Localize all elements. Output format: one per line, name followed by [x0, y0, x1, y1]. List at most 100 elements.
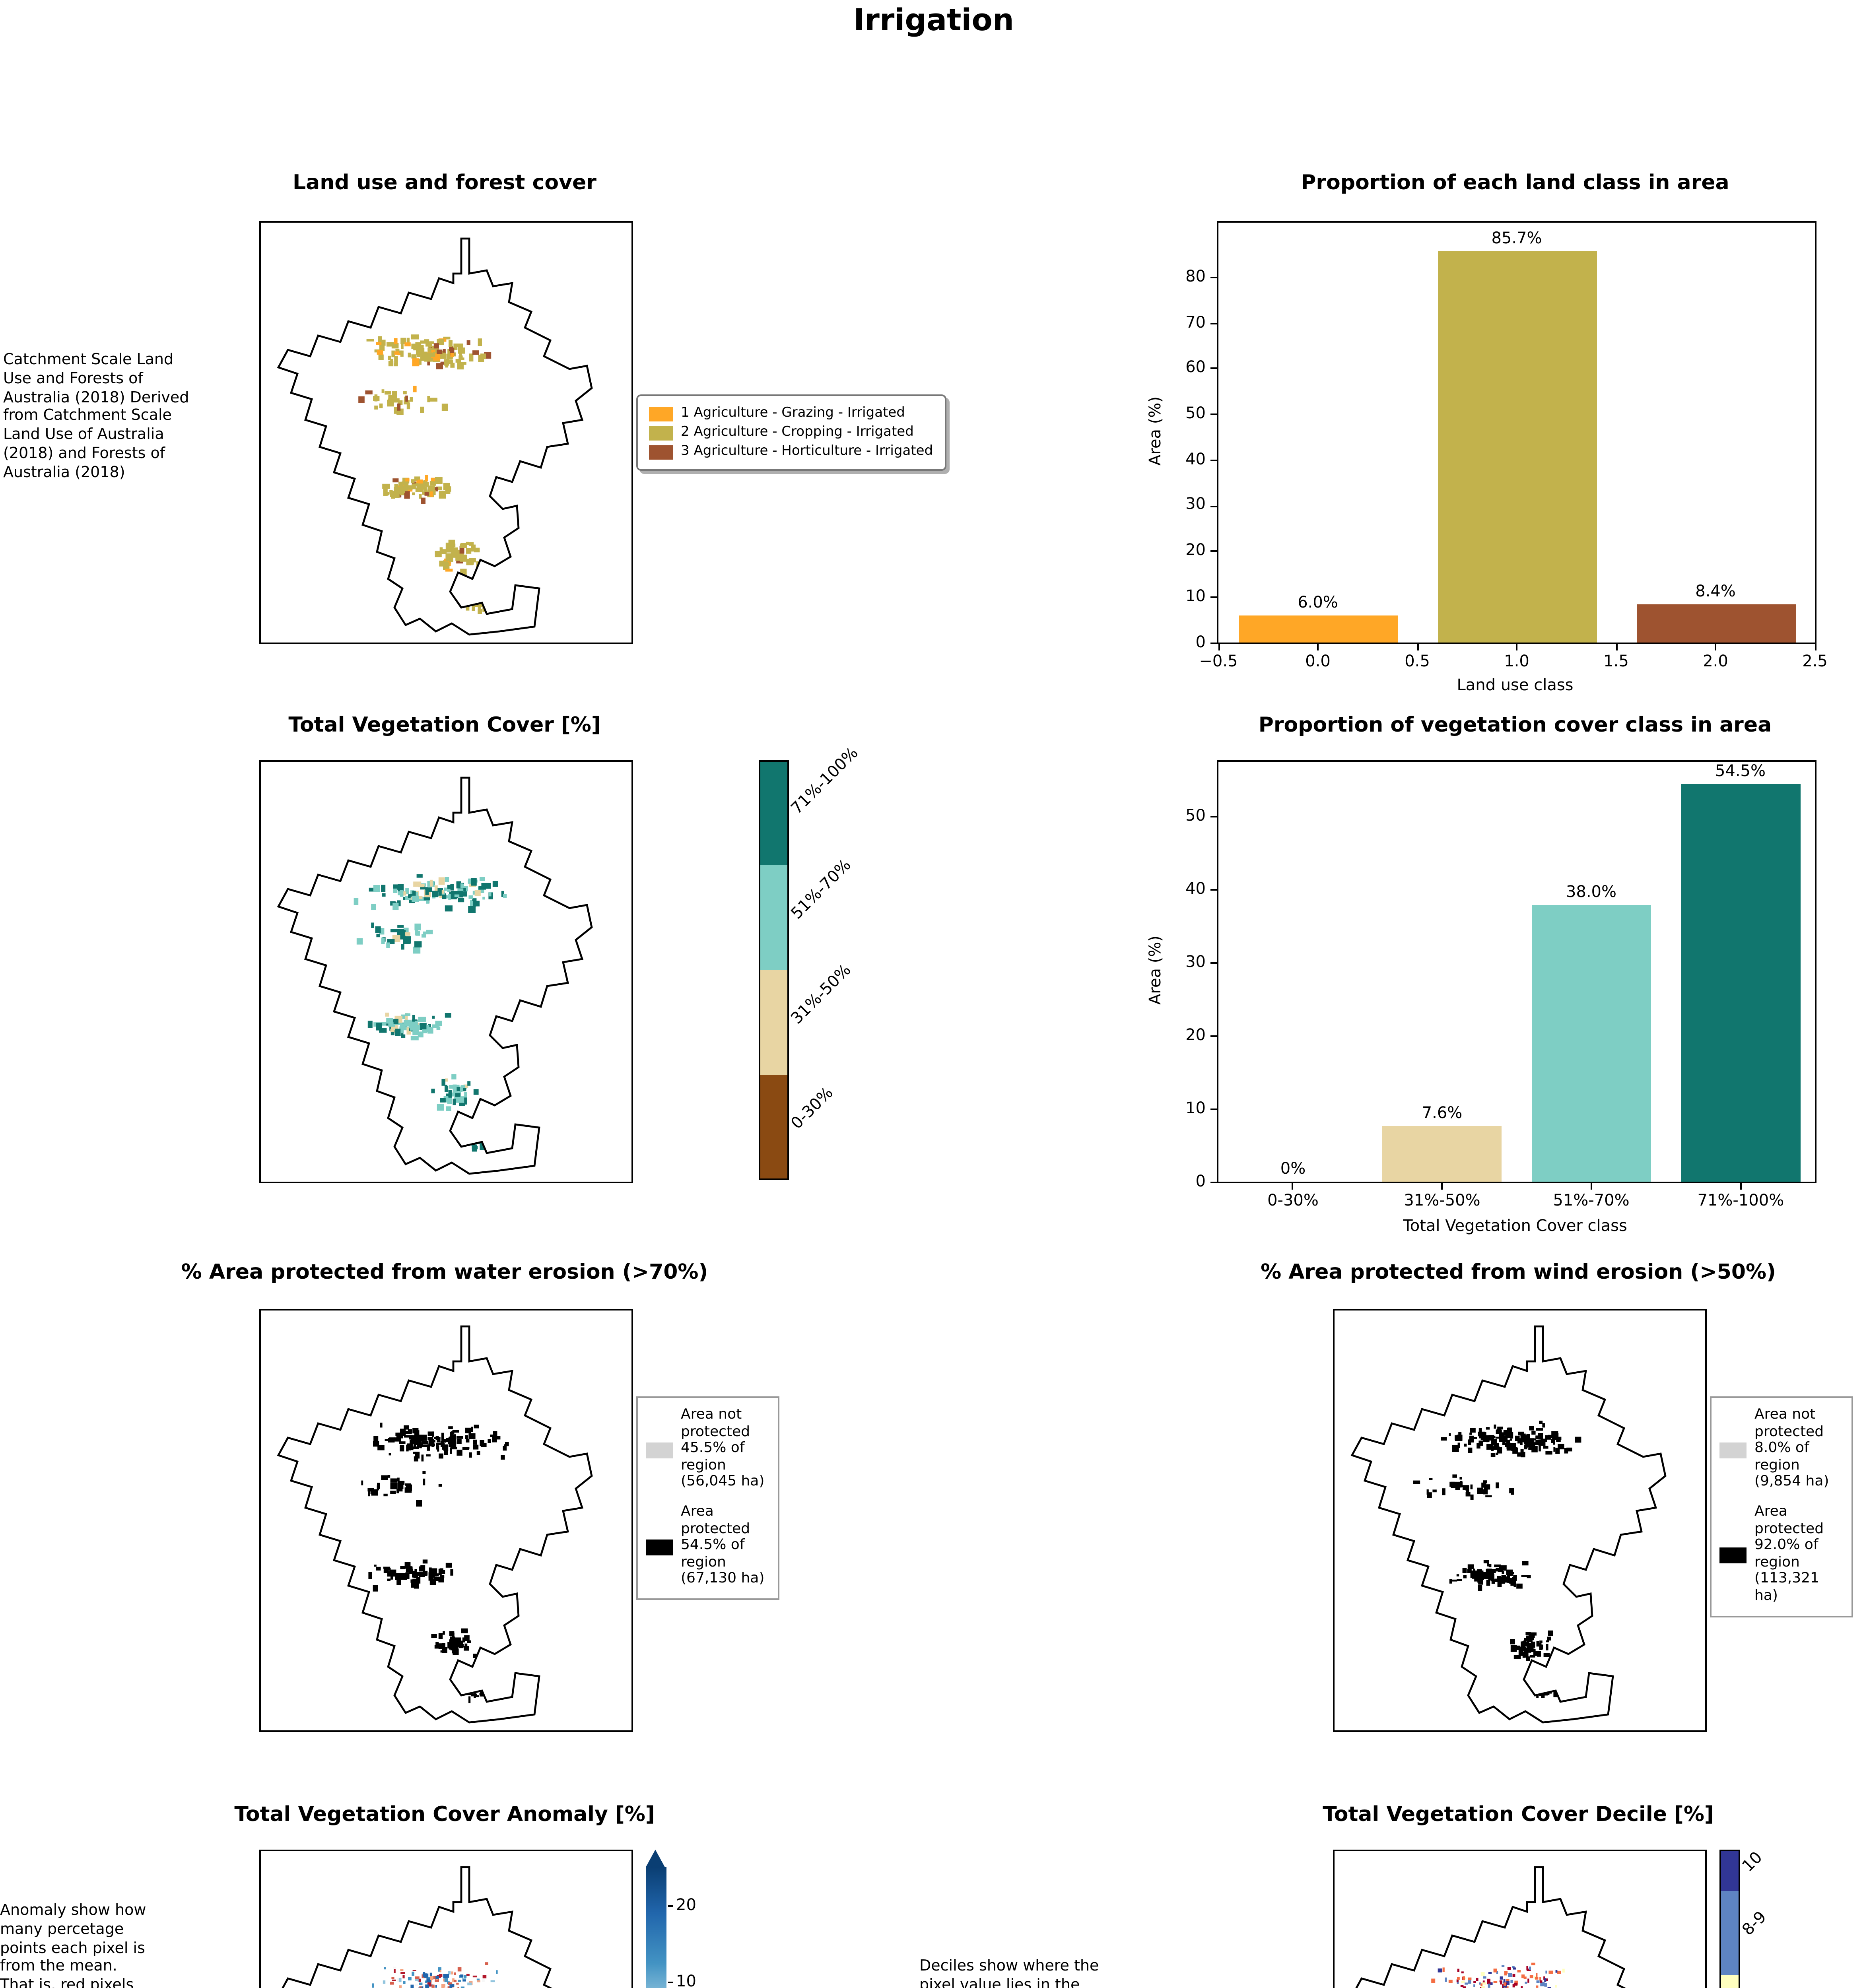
map-patch: [414, 923, 421, 930]
map-patch: [412, 484, 416, 489]
x-tick-label: 51%-70%: [1553, 1193, 1630, 1210]
map-patch: [1458, 1483, 1462, 1488]
map-patch: [1510, 1980, 1513, 1983]
map-patch: [424, 492, 429, 496]
map-patch: [465, 1427, 471, 1433]
map-patch: [496, 1436, 501, 1440]
map-patch: [1499, 1438, 1505, 1442]
map-patch: [1547, 1637, 1551, 1640]
y-tick-label: 0: [1195, 1173, 1206, 1190]
map-patch: [421, 1454, 424, 1462]
map-patch: [406, 1448, 411, 1450]
map-patch: [465, 1447, 470, 1449]
map-patch: [1510, 1432, 1513, 1439]
map-patch: [420, 1565, 425, 1571]
map-patch: [1527, 1575, 1531, 1578]
map-patch: [1529, 1426, 1534, 1431]
map-patch: [1484, 1572, 1491, 1575]
map-patch: [1464, 1443, 1467, 1447]
map-patch: [431, 1445, 434, 1447]
map-patch: [468, 1696, 471, 1703]
map-patch: [1485, 1495, 1492, 1497]
map-patch: [476, 1684, 484, 1687]
chart2-xlabel: Total Vegetation Cover class: [1403, 1218, 1627, 1236]
map-patch: [469, 599, 472, 603]
map-patch: [407, 485, 413, 490]
map-patch: [414, 941, 422, 947]
map-patch: [427, 1431, 434, 1436]
map-patch: [441, 1079, 445, 1086]
map-patch: [1529, 1648, 1535, 1652]
map-patch: [394, 484, 398, 487]
map-patch: [391, 1977, 394, 1979]
map-patch: [467, 1081, 471, 1086]
map-patch: [490, 1980, 495, 1982]
map-patch: [1490, 1453, 1496, 1457]
map-patch: [476, 1451, 480, 1455]
map-patch: [415, 930, 418, 936]
water-erosion-legend: Area not protected 45.5% of region (56,0…: [636, 1396, 779, 1600]
map-patch: [405, 888, 409, 894]
map-patch: [1513, 1580, 1516, 1587]
map-patch: [1459, 1477, 1462, 1480]
map-patch: [1457, 1969, 1459, 1972]
map-patch: [441, 1984, 445, 1988]
map-patch: [449, 1639, 454, 1643]
map-patch: [477, 1980, 480, 1982]
legend-item: 2 Agriculture - Cropping - Irrigated: [649, 425, 933, 441]
map-patch: [1503, 1979, 1506, 1983]
map-patch: [1548, 1971, 1553, 1974]
map-patch: [378, 336, 382, 343]
legend-label: Area protected 54.5% of region (67,130 h…: [681, 1505, 765, 1588]
map-patch: [423, 931, 430, 934]
map-patch: [1523, 1435, 1528, 1441]
map-patch: [376, 1567, 381, 1571]
map-patch: [416, 1500, 422, 1507]
map-patch: [438, 888, 442, 896]
bar: [1382, 1126, 1502, 1182]
map-patch: [366, 339, 374, 342]
map-patch: [459, 1646, 463, 1648]
map-patch: [383, 1980, 386, 1984]
map-patch: [431, 1984, 435, 1988]
map-patch: [445, 1085, 449, 1092]
map-patch: [435, 1976, 439, 1979]
map-patch: [490, 1435, 493, 1437]
map-patch: [1492, 1574, 1494, 1578]
map-patch: [473, 901, 480, 907]
map-patch: [1449, 1433, 1451, 1436]
map-patch: [402, 1023, 406, 1028]
colorbar-segment: [1719, 1891, 1740, 1976]
y-tick: [1210, 1181, 1217, 1182]
map-patch: [385, 1439, 391, 1441]
map-patch: [1528, 1635, 1534, 1640]
y-tick: [1210, 1035, 1217, 1037]
map-patch: [472, 1975, 477, 1978]
catchment-outline: [277, 1325, 593, 1724]
map-patch: [452, 1430, 459, 1433]
legend-label: 3 Agriculture - Horticulture - Irrigated: [681, 444, 933, 460]
map-patch: [413, 386, 417, 392]
map-patch: [452, 1978, 455, 1982]
map-patch: [460, 1986, 464, 1988]
map-patch: [473, 1089, 479, 1095]
map-patch: [1494, 1578, 1500, 1582]
map-patch: [1540, 1980, 1543, 1983]
map-patch: [468, 895, 473, 899]
map-patch: [464, 1635, 470, 1641]
anomaly-caption: Anomaly show how many percetage points e…: [0, 1902, 146, 1988]
map-patch: [464, 1630, 468, 1633]
legend-swatch: [1719, 1442, 1747, 1458]
map-patch: [481, 1443, 487, 1447]
map-patch: [1465, 1492, 1471, 1497]
map-patch: [1488, 1564, 1492, 1567]
x-tick-label: 1.5: [1603, 654, 1629, 671]
map-patch: [432, 1024, 439, 1028]
map-patch: [444, 359, 449, 366]
map-patch: [430, 398, 437, 402]
map-patch: [1480, 1491, 1485, 1493]
map-patch: [1531, 1431, 1536, 1435]
map-patch: [1480, 1972, 1485, 1976]
map-patch: [398, 400, 403, 405]
y-tick-label: 10: [1185, 588, 1206, 606]
